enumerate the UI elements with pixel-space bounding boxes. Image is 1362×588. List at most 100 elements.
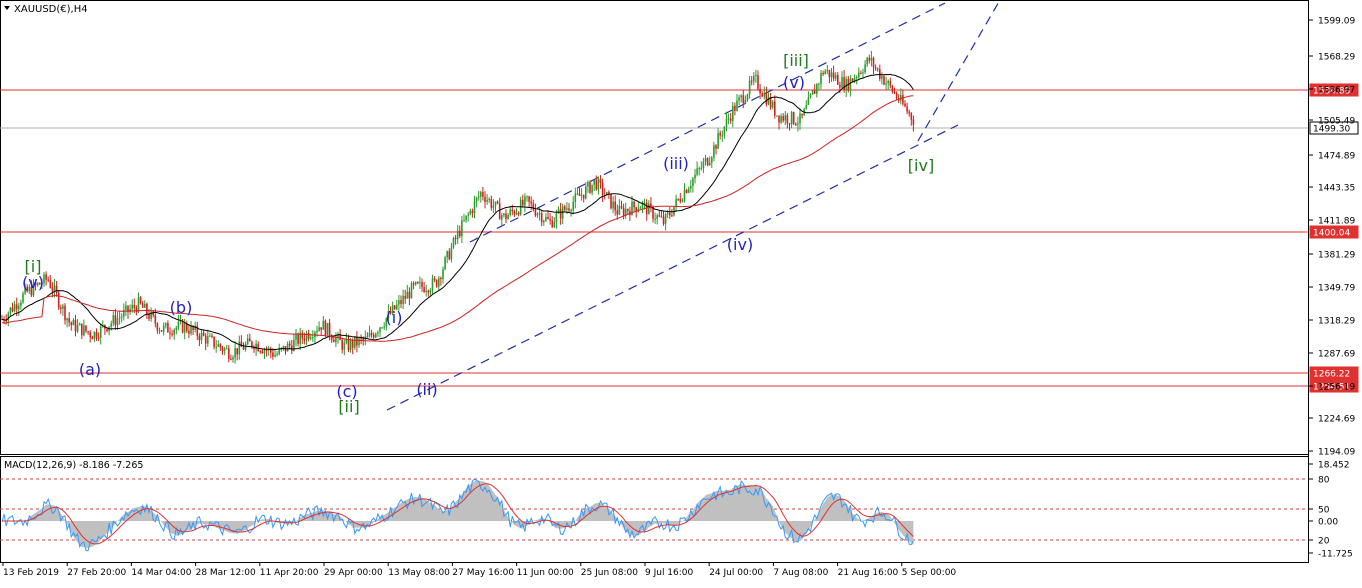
candle-body: [616, 210, 619, 215]
candle-body: [597, 178, 600, 190]
wave-labels: [i](v)(a)(b)(c)[ii](i)(ii)(iii)(iv)[iii]…: [22, 51, 934, 416]
candle-body: [55, 285, 58, 293]
candle-body: [398, 300, 400, 305]
candle-body: [736, 100, 738, 111]
candle-body: [320, 327, 322, 330]
candle-body: [333, 339, 335, 343]
candle-body: [43, 274, 45, 284]
candle-body: [461, 220, 463, 237]
candle-body: [366, 336, 369, 338]
candle-body: [683, 190, 686, 201]
candle-body: [549, 218, 551, 221]
candle-body: [270, 348, 272, 353]
time-label: 11 Jun 00:00: [517, 568, 574, 578]
candle-body: [666, 212, 669, 215]
candle-body: [236, 348, 238, 355]
candle-body: [171, 333, 173, 335]
candle-body: [893, 91, 896, 94]
price-tick-label: 1349.79: [1318, 284, 1355, 294]
price-axis: 1599.09 1568.29 1536.97 1505.49 1474.89 1443.…: [1308, 17, 1355, 560]
candle-body: [186, 323, 188, 331]
candle-body: [654, 218, 656, 220]
candle-body: [5, 320, 7, 322]
candle-body: [685, 190, 688, 193]
candle-body: [429, 290, 432, 293]
candle-body: [860, 72, 862, 74]
candle-body: [496, 201, 499, 204]
candle-body: [830, 72, 833, 78]
candle-body: [200, 332, 203, 341]
trend-channel-lines[interactable]: [386, 0, 1001, 411]
candle-body: [265, 349, 268, 351]
time-label: 28 Mar 12:00: [196, 568, 256, 578]
candle-body: [786, 115, 789, 124]
candle-body: [681, 200, 684, 202]
wave-label: (a): [79, 360, 101, 379]
candle-body: [797, 123, 799, 125]
candle-body: [757, 74, 759, 89]
candle-body: [874, 67, 877, 69]
candle-body: [557, 209, 560, 214]
candle-body: [299, 332, 301, 344]
candle-body: [286, 343, 289, 352]
candle-body: [761, 93, 763, 97]
candle-body: [790, 112, 793, 125]
candle-body: [774, 101, 776, 116]
candle-body: [448, 251, 451, 260]
candle-body: [776, 115, 778, 117]
time-label: 25 Jun 08:00: [581, 568, 638, 578]
macd-tick-label: 0.00: [1318, 518, 1338, 528]
candle-body: [120, 316, 123, 318]
candle-body: [51, 287, 54, 292]
candle-body: [309, 337, 312, 339]
candle-body: [807, 97, 810, 105]
wave-label: (v): [783, 73, 805, 92]
candle-body: [780, 116, 782, 123]
candle-body: [528, 196, 530, 202]
candle-body: [866, 57, 868, 65]
candle-body: [482, 192, 484, 197]
time-label: 29 Apr 00:00: [324, 568, 383, 578]
price-tick-label: 1568.29: [1318, 53, 1355, 63]
candle-body: [89, 332, 91, 337]
candle-body: [889, 80, 892, 86]
candle-body: [641, 202, 644, 208]
candle-body: [582, 194, 585, 199]
candle-body: [505, 213, 507, 220]
candle-body: [133, 304, 136, 308]
candle-body: [74, 319, 77, 332]
macd-line: [1, 478, 914, 552]
candle-body: [106, 328, 108, 332]
candle-body: [753, 75, 755, 82]
candle-body: [851, 78, 854, 82]
time-label: 21 Aug 16:00: [838, 568, 899, 578]
candle-body: [34, 282, 37, 286]
candle-body: [769, 97, 772, 108]
candle-body: [595, 180, 598, 190]
time-label: 27 May 16:00: [452, 568, 514, 578]
candle-body: [593, 180, 595, 185]
candle-body: [870, 57, 873, 61]
candle-body: [891, 85, 894, 92]
candle-body: [568, 208, 570, 211]
candle-body: [622, 207, 625, 216]
candle-body: [148, 314, 150, 319]
candle-body: [572, 201, 574, 211]
wave-label: (i): [386, 308, 403, 327]
candle-body: [30, 286, 33, 296]
horizontal-levels[interactable]: 1534.88 1499.30 1400.04 1266.22 1254.51: [0, 83, 1359, 393]
candle-body: [463, 220, 465, 222]
candle-body: [828, 69, 831, 78]
fast-moving-average: [1, 73, 914, 351]
triangle-down-icon[interactable]: [4, 6, 10, 10]
candle-body: [22, 293, 24, 303]
candle-body: [435, 280, 438, 287]
candle-body: [610, 193, 612, 209]
candle-body: [559, 209, 562, 219]
level-price-box: [1309, 225, 1359, 239]
candle-body: [849, 78, 852, 91]
wave-label: (b): [170, 298, 193, 317]
candle-body: [433, 278, 436, 281]
